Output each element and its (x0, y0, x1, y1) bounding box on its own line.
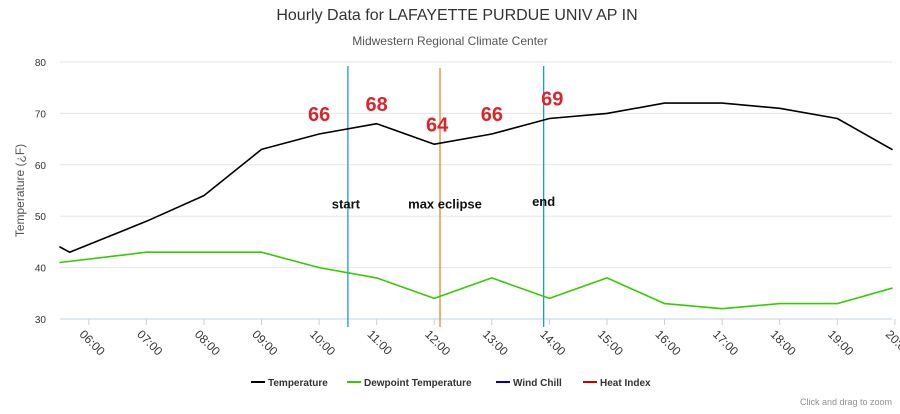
y-tick-label: 40 (35, 264, 47, 275)
annotation-value: 64 (426, 114, 449, 136)
y-tick-label: 60 (35, 161, 47, 172)
x-tick-label: 10:00 (307, 327, 338, 358)
x-tick-label: 07:00 (134, 327, 165, 358)
x-tick-label: 11:00 (365, 327, 396, 358)
zoom-hint-text: Click and drag to zoom (800, 397, 892, 407)
x-tick-label: 06:00 (77, 327, 108, 358)
series-line-dewpoint-temperature[interactable] (59, 251, 893, 310)
annotation-value: 69 (541, 89, 563, 111)
x-tick-label: 18:00 (768, 327, 799, 358)
x-tick-label: 16:00 (652, 327, 683, 358)
y-tick-label: 30 (35, 315, 47, 326)
x-tick-label: 20:00 (883, 327, 900, 358)
annotation-value: 68 (366, 94, 388, 116)
x-tick-label: 17:00 (710, 327, 741, 358)
x-tick-label: 14:00 (537, 327, 568, 358)
y-tick-label: 80 (35, 58, 47, 69)
legend-item-wind-chill[interactable]: Wind Chill (496, 378, 562, 389)
legend-label: Heat Index (600, 378, 651, 389)
annotation-value: 66 (308, 104, 330, 126)
legend-item-dewpoint-temperature[interactable]: Dewpoint Temperature (347, 378, 472, 389)
x-tick-label: 08:00 (192, 327, 223, 358)
x-tick-label: 15:00 (595, 327, 626, 358)
legend-label: Wind Chill (513, 378, 562, 389)
y-axis-title: Temperature (¿F) (13, 144, 27, 237)
legend-item-temperature[interactable]: Temperature (251, 378, 328, 389)
legend-item-heat-index[interactable]: Heat Index (583, 378, 651, 389)
x-tick-label: 12:00 (422, 327, 453, 358)
annotation-label-max-eclipse: max eclipse (408, 196, 482, 211)
chart-title: Hourly Data for LAFAYETTE PURDUE UNIV AP… (276, 7, 637, 24)
annotation-label-end: end (532, 194, 555, 209)
series-line-temperature[interactable] (59, 102, 893, 253)
x-tick-label: 13:00 (480, 327, 511, 358)
x-tick-label: 09:00 (249, 327, 280, 358)
y-tick-label: 50 (35, 212, 47, 223)
legend-label: Temperature (268, 378, 328, 389)
annotation-value: 66 (481, 104, 503, 126)
chart-subtitle: Midwestern Regional Climate Center (352, 34, 547, 48)
x-tick-label: 19:00 (825, 327, 856, 358)
legend-label: Dewpoint Temperature (364, 378, 472, 389)
annotation-label-start: start (332, 196, 361, 211)
y-tick-label: 70 (35, 109, 47, 120)
